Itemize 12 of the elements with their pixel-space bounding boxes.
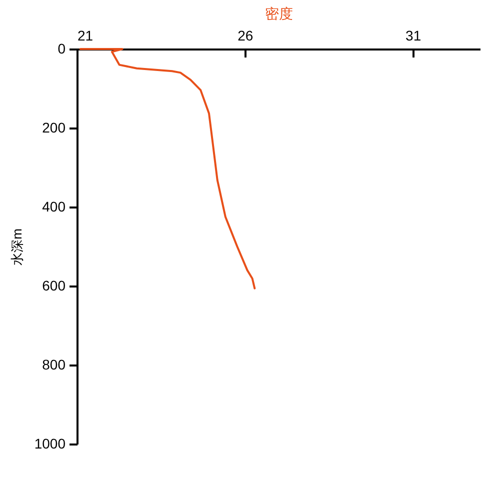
y-tick-label: 0 [58,40,66,56]
y-tick-label: 1000 [34,436,66,452]
x-tick-label: 26 [238,28,254,44]
y-tick-label: 400 [42,198,66,214]
line-series [79,48,256,290]
x-tick-label: 21 [78,28,94,44]
x-axis-title: 密度 [265,6,293,22]
x-tick-label: 31 [406,28,422,44]
y-tick-label: 200 [42,120,66,136]
y-tick-label: 600 [42,278,66,294]
y-tick-label: 800 [42,356,66,372]
y-axis-title: 水深m [9,228,24,266]
